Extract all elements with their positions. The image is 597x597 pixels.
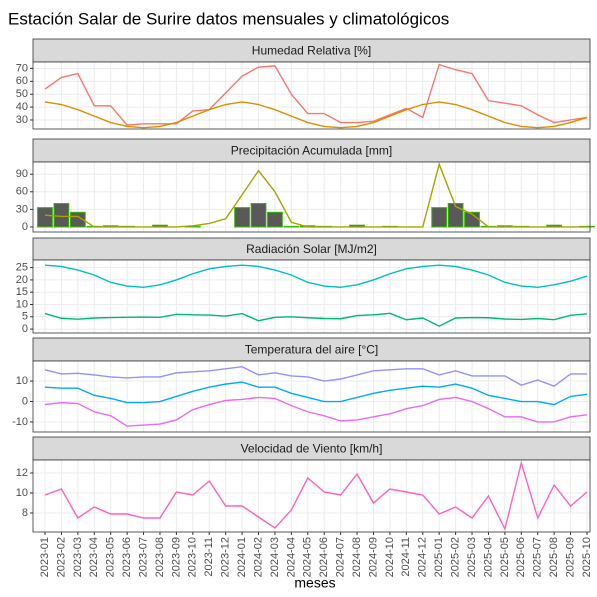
x-tick-label: 2024-06 bbox=[318, 537, 330, 577]
y-tick-label: 0 bbox=[22, 395, 28, 407]
panel-title: Temperatura del aire [°C] bbox=[245, 343, 379, 357]
y-tick-label: 60 bbox=[16, 75, 28, 87]
panel-bg bbox=[33, 460, 590, 532]
line bbox=[44, 101, 588, 129]
x-tick-label: 2024-02 bbox=[252, 537, 264, 577]
x-tick-label: 2024-09 bbox=[367, 537, 379, 577]
panel-border bbox=[32, 259, 591, 334]
x-tick-label: 2025-02 bbox=[450, 537, 462, 577]
x-tick-label: 2025-08 bbox=[548, 537, 560, 577]
x-tick-label: 2023-09 bbox=[170, 537, 182, 577]
bar bbox=[250, 203, 267, 228]
x-tick-label: 2023-03 bbox=[72, 537, 84, 577]
y-tick-label: 10 bbox=[16, 487, 28, 499]
bar bbox=[234, 207, 250, 228]
panel-border bbox=[32, 61, 591, 130]
chart-title: Estación Salar de Surire datos mensuales… bbox=[8, 9, 449, 28]
x-tick-label: 2025-04 bbox=[482, 537, 494, 577]
x-tick-label: 2025-03 bbox=[466, 537, 478, 577]
line bbox=[44, 264, 588, 288]
x-tick-label: 2023-04 bbox=[88, 537, 100, 577]
x-tick-label: 2023-12 bbox=[220, 537, 232, 577]
x-tick-label: 2024-10 bbox=[384, 537, 396, 577]
y-tick-label: 12 bbox=[16, 467, 28, 479]
y-tick-label: 90 bbox=[16, 168, 28, 180]
x-tick-label: 2023-02 bbox=[55, 537, 67, 577]
panel-bg bbox=[33, 361, 590, 432]
x-tick-label: 2025-07 bbox=[532, 537, 544, 577]
panel-border bbox=[32, 360, 591, 433]
line bbox=[44, 161, 587, 228]
panel-bg bbox=[33, 162, 590, 232]
y-tick-label: -10 bbox=[12, 416, 28, 428]
panel-title: Velocidad de Viento [km/h] bbox=[241, 442, 383, 456]
x-tick-label: 2024-03 bbox=[269, 537, 281, 577]
bar bbox=[283, 225, 300, 228]
panel-bg bbox=[33, 62, 590, 129]
x-tick-label: 2025-01 bbox=[433, 537, 445, 577]
x-tick-label: 2025-09 bbox=[564, 537, 576, 577]
x-tick-label: 2024-12 bbox=[417, 537, 429, 577]
y-tick-label: 20 bbox=[16, 274, 28, 286]
x-tick-label: 2024-07 bbox=[335, 537, 347, 577]
panel-title: Radiación Solar [MJ/m2] bbox=[246, 242, 377, 256]
panel-bg bbox=[33, 260, 590, 333]
x-tick-label: 2025-10 bbox=[581, 537, 593, 577]
panel-border bbox=[32, 161, 591, 233]
line bbox=[44, 366, 587, 387]
x-tick-label: 2024-08 bbox=[351, 537, 363, 577]
panel-title: Precipitación Acumulada [mm] bbox=[231, 144, 392, 158]
panel-title: Humedad Relativa [%] bbox=[252, 44, 371, 58]
y-tick-label: 0 bbox=[22, 323, 28, 335]
bar bbox=[447, 203, 464, 228]
x-tick-label: 2023-01 bbox=[39, 537, 51, 577]
y-tick-label: 15 bbox=[16, 286, 28, 298]
line bbox=[44, 63, 588, 126]
line bbox=[44, 460, 588, 532]
y-tick-label: 5 bbox=[22, 311, 28, 323]
y-tick-label: 0 bbox=[22, 221, 28, 233]
bar bbox=[37, 207, 53, 228]
y-tick-label: 25 bbox=[16, 262, 28, 274]
y-tick-label: 70 bbox=[16, 62, 28, 74]
x-tick-label: 2023-08 bbox=[154, 537, 166, 577]
y-tick-label: 8 bbox=[22, 507, 28, 519]
bar bbox=[53, 203, 70, 228]
x-tick-label: 2025-05 bbox=[499, 537, 511, 577]
x-tick-label: 2024-11 bbox=[400, 537, 412, 577]
x-axis-label: meses bbox=[294, 575, 335, 591]
x-tick-label: 2023-06 bbox=[121, 537, 133, 577]
x-tick-label: 2024-05 bbox=[302, 537, 314, 577]
y-tick-label: 10 bbox=[16, 298, 28, 310]
x-tick-label: 2024-04 bbox=[285, 537, 297, 577]
line bbox=[44, 396, 588, 427]
line bbox=[44, 312, 588, 327]
x-tick-label: 2025-06 bbox=[515, 537, 527, 577]
y-tick-label: 30 bbox=[16, 114, 28, 126]
x-tick-label: 2024-01 bbox=[236, 537, 248, 577]
x-tick-label: 2023-11 bbox=[203, 537, 215, 577]
y-tick-label: 50 bbox=[16, 88, 28, 100]
x-tick-label: 2023-07 bbox=[137, 537, 149, 577]
y-tick-label: 30 bbox=[16, 203, 28, 215]
y-tick-label: 60 bbox=[16, 186, 28, 198]
y-tick-label: 10 bbox=[16, 375, 28, 387]
x-tick-label: 2023-10 bbox=[187, 537, 199, 577]
bar bbox=[267, 211, 283, 228]
panel-border bbox=[32, 459, 591, 533]
x-tick-label: 2023-05 bbox=[105, 537, 117, 577]
line bbox=[44, 381, 588, 406]
y-tick-label: 40 bbox=[16, 101, 28, 113]
bar bbox=[431, 207, 448, 228]
